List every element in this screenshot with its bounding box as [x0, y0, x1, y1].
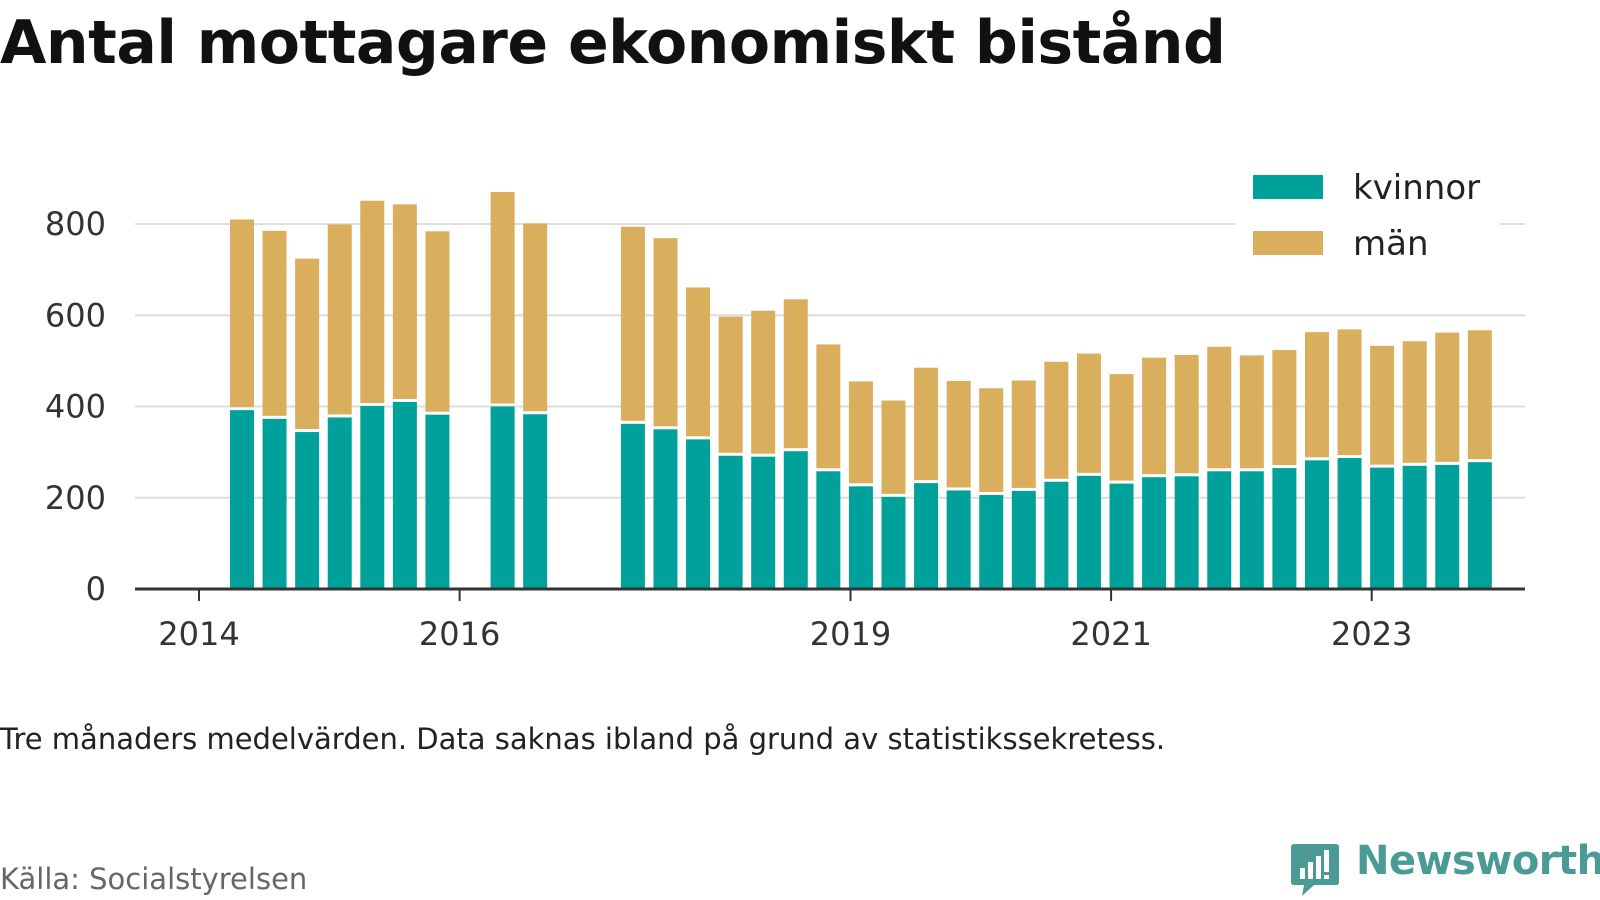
bar-man — [1272, 349, 1297, 466]
bar-man — [490, 192, 515, 404]
bar-kvinnor — [1435, 464, 1460, 589]
bar-kvinnor — [1142, 477, 1167, 589]
bar-kvinnor — [816, 471, 841, 589]
bar-man — [979, 388, 1004, 493]
bar-man — [1109, 374, 1134, 481]
bar-kvinnor — [1402, 465, 1427, 589]
bar-kvinnor — [979, 495, 1004, 589]
legend-swatch-0 — [1253, 175, 1323, 199]
bar-kvinnor — [295, 432, 320, 589]
chart-note: Tre månaders medelvärden. Data saknas ib… — [0, 722, 1166, 756]
bar-kvinnor — [1207, 471, 1232, 589]
bar-kvinnor — [523, 414, 548, 589]
bar-man — [1207, 346, 1232, 469]
stacked-bar-chart: 0 200 400 600 800 2014 2016 2019 2021 2023 kvinn… — [44, 160, 1525, 653]
bar-kvinnor — [1304, 460, 1329, 589]
x-tick-label: 2016 — [419, 615, 500, 653]
bar-man — [1076, 353, 1101, 473]
bar-kvinnor — [1044, 481, 1069, 589]
bar-kvinnor — [751, 456, 776, 589]
chart-title: Antal mottagare ekonomiskt bistånd — [0, 8, 1226, 78]
bar-kvinnor — [653, 429, 678, 589]
bar-man — [1435, 332, 1460, 462]
bar-man — [360, 200, 385, 404]
bar-kvinnor — [490, 406, 515, 589]
y-tick-label: 600 — [45, 296, 106, 334]
bar-man — [1044, 361, 1069, 479]
bar-kvinnor — [1011, 490, 1036, 589]
legend-label-1: män — [1353, 224, 1429, 264]
x-tick-label: 2023 — [1331, 615, 1412, 653]
bar-man — [1304, 332, 1329, 458]
bar-man — [327, 224, 352, 415]
y-tick-label: 0 — [86, 570, 106, 608]
bar-man — [229, 219, 254, 408]
bar-man — [881, 400, 906, 494]
bar-kvinnor — [392, 401, 417, 589]
axes: 2014 2016 2019 2021 2023 — [135, 587, 1525, 653]
bar-kvinnor — [425, 414, 450, 589]
bar-kvinnor — [1370, 467, 1395, 589]
bar-kvinnor — [1109, 483, 1134, 589]
bar-man — [295, 258, 320, 430]
source-label: Källa: Socialstyrelsen — [0, 862, 308, 896]
bar-kvinnor — [262, 418, 287, 589]
y-tick-label: 400 — [45, 388, 106, 426]
legend-swatch-1 — [1253, 231, 1323, 255]
bar-kvinnor — [1272, 468, 1297, 589]
bar-man — [1467, 330, 1492, 460]
bar-man — [620, 226, 645, 421]
bar-kvinnor — [1467, 462, 1492, 589]
newsworthy-logo-icon — [1291, 844, 1339, 896]
brand-name: Newsworthy — [1356, 838, 1600, 884]
newsworthy-brand: Newsworthy — [1290, 838, 1600, 900]
bar-kvinnor — [229, 410, 254, 589]
bar-kvinnor — [327, 417, 352, 589]
bar-kvinnor — [1239, 471, 1264, 589]
legend-label-0: kvinnor — [1353, 168, 1480, 208]
bar-man — [1142, 357, 1167, 475]
bar-man — [783, 299, 808, 449]
bar-kvinnor — [1174, 476, 1199, 589]
bar-man — [523, 223, 548, 412]
bar-man — [425, 231, 450, 412]
y-tick-label: 200 — [45, 479, 106, 517]
bar-man — [1011, 380, 1036, 488]
x-tick-label: 2014 — [158, 615, 239, 653]
bar-man — [686, 287, 711, 437]
bar-kvinnor — [718, 455, 743, 589]
bar-man — [914, 367, 939, 481]
bar-man — [848, 381, 873, 484]
bar-man — [1337, 329, 1362, 456]
bar-kvinnor — [1337, 458, 1362, 589]
legend: kvinnor män — [1235, 160, 1500, 275]
bar-kvinnor — [914, 483, 939, 589]
bars — [229, 192, 1492, 589]
bar-man — [751, 310, 776, 454]
bar-man — [816, 344, 841, 469]
x-tick-label: 2021 — [1070, 615, 1151, 653]
bar-man — [262, 230, 287, 416]
bar-man — [1402, 341, 1427, 463]
bar-kvinnor — [620, 423, 645, 589]
bar-man — [392, 204, 417, 399]
bar-man — [1370, 345, 1395, 465]
bar-kvinnor — [686, 439, 711, 589]
bar-man — [653, 238, 678, 427]
bar-kvinnor — [946, 490, 971, 589]
x-tick-label: 2019 — [810, 615, 891, 653]
bar-kvinnor — [1076, 475, 1101, 589]
bar-man — [718, 316, 743, 453]
bar-kvinnor — [848, 486, 873, 589]
bar-man — [946, 380, 971, 488]
bar-man — [1239, 355, 1264, 469]
y-tick-label: 800 — [45, 205, 106, 243]
bar-kvinnor — [783, 451, 808, 589]
bar-kvinnor — [881, 496, 906, 589]
bar-man — [1174, 354, 1199, 474]
bar-kvinnor — [360, 406, 385, 589]
